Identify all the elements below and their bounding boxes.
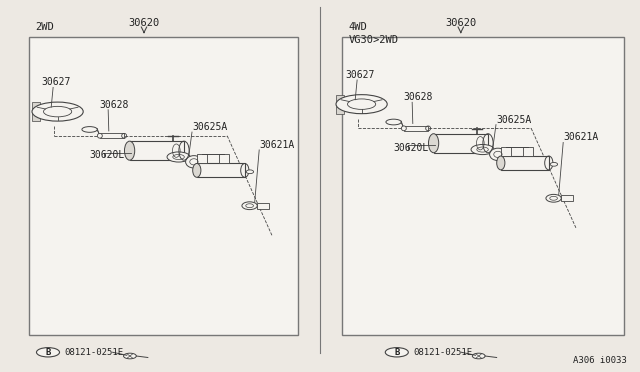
Ellipse shape [186,155,202,168]
Bar [336,94,344,114]
Ellipse shape [497,156,505,170]
Bar [100,134,124,138]
Ellipse shape [550,163,557,166]
Bar [404,126,428,131]
Bar [197,163,245,177]
Bar [523,147,533,156]
Bar [342,37,624,335]
Text: A306 i0033: A306 i0033 [573,356,627,365]
Ellipse shape [32,102,83,121]
Text: B: B [394,348,399,357]
Ellipse shape [124,353,136,359]
Text: 4WD: 4WD [349,22,367,32]
Bar [257,203,269,209]
Text: 30621A: 30621A [259,140,294,150]
Text: 30625A: 30625A [496,115,531,125]
Ellipse shape [490,148,506,161]
Ellipse shape [36,347,60,357]
Bar [32,102,40,121]
Ellipse shape [167,152,190,162]
Ellipse shape [385,347,408,357]
Bar [561,195,573,201]
Bar [500,156,548,170]
Text: VG30>2WD: VG30>2WD [349,35,399,45]
Bar [129,141,184,160]
Text: B: B [45,348,51,357]
Bar [219,154,229,163]
Text: 30627: 30627 [42,77,71,87]
Bar [500,147,511,156]
Text: 30621A: 30621A [563,132,598,142]
Ellipse shape [401,126,406,131]
Text: 30620L: 30620L [90,150,125,160]
Ellipse shape [429,134,439,153]
Ellipse shape [242,202,257,209]
Bar [434,134,488,153]
Ellipse shape [472,353,485,359]
Ellipse shape [336,94,387,114]
Text: 30620L: 30620L [394,142,429,153]
Text: 30628: 30628 [99,100,129,110]
Text: 30620: 30620 [445,18,476,28]
Ellipse shape [82,126,97,132]
Bar [29,37,298,335]
Ellipse shape [124,141,135,160]
Text: 30620: 30620 [129,18,159,28]
Ellipse shape [386,119,401,125]
Text: 08121-0251E: 08121-0251E [65,348,124,357]
Ellipse shape [546,195,561,202]
Ellipse shape [193,163,201,177]
Text: 08121-0251E: 08121-0251E [413,348,472,357]
Text: 2WD: 2WD [35,22,54,32]
Ellipse shape [97,134,102,138]
Bar [197,154,207,163]
Text: 30625A: 30625A [192,122,227,132]
Ellipse shape [471,144,494,155]
Text: 30628: 30628 [403,92,433,102]
Text: 30627: 30627 [346,70,375,80]
Ellipse shape [246,170,253,174]
